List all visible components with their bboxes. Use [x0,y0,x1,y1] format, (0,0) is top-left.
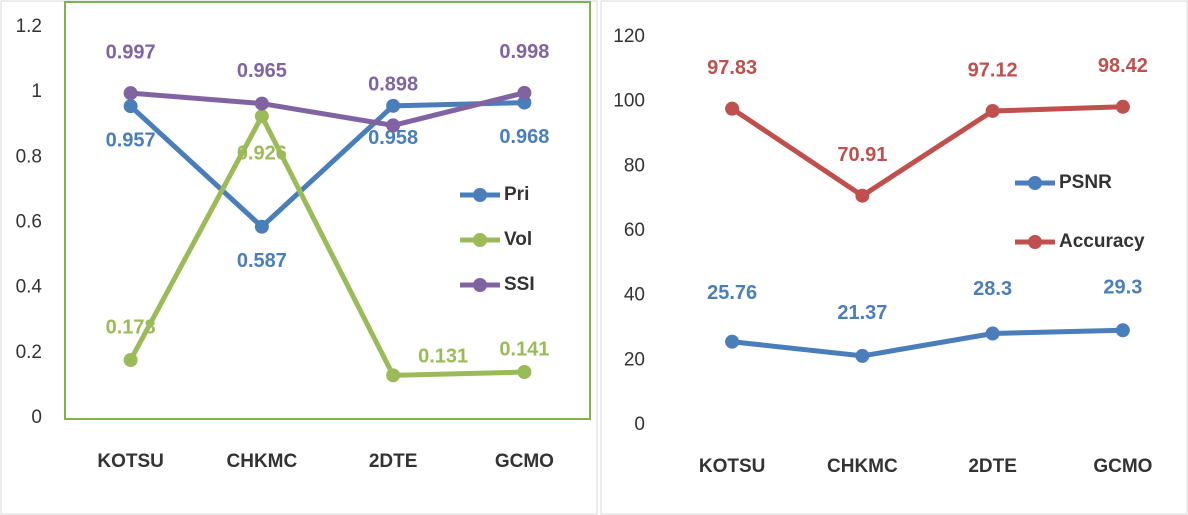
data-point [855,348,870,363]
y-tick-label: 60 [624,220,645,241]
data-label: 0.965 [237,60,287,82]
data-point [725,101,740,116]
legend-marker [473,188,487,202]
data-point [517,95,532,110]
y-tick-label: 40 [624,285,645,306]
series-line [130,90,525,128]
y-tick-label: 0.8 [16,146,42,167]
legend-marker [1028,235,1042,249]
y-tick-label: 0 [634,414,645,435]
y-tick-label: 0.4 [16,277,43,298]
y-tick-label: 20 [624,349,645,370]
data-point [517,365,532,380]
data-point [517,85,532,100]
data-point [725,334,740,349]
x-tick-label: GCMO [495,451,554,472]
y-tick-label: 120 [613,26,645,47]
data-label: 0.968 [499,126,549,148]
x-tick-label: CHKMC [227,451,298,472]
data-label: 0.926 [237,143,287,165]
data-point [386,368,401,383]
series-line [730,104,1123,199]
data-point [254,109,269,124]
legend-label: SSI [504,274,535,295]
legend-marker [1028,176,1042,190]
legend-label: Vol [504,229,532,250]
panel-frame [600,0,1188,515]
data-point [254,96,269,111]
data-point [855,188,870,203]
x-tick-label: 2DTE [968,456,1017,477]
data-label: 0.131 [418,346,468,368]
data-label: 0.178 [106,316,156,338]
data-label: 0.587 [237,250,287,272]
data-label: 0.141 [499,338,549,360]
y-tick-label: 80 [624,155,645,176]
legend-marker [473,233,487,247]
legend-marker [473,278,487,292]
y-tick-label: 0 [31,407,42,428]
data-point [123,353,138,368]
x-tick-label: GCMO [1093,456,1152,477]
data-point [985,103,1000,118]
x-tick-label: CHKMC [827,456,898,477]
data-label: 0.997 [106,41,156,63]
data-label: 98.42 [1098,55,1148,77]
y-tick-label: 1 [31,81,42,102]
data-label: 0.958 [368,127,418,149]
x-tick-label: KOTSU [699,456,766,477]
series-line [128,110,525,378]
data-point [1115,323,1130,338]
data-point [254,219,269,234]
plot-frame [64,1,591,420]
data-point [985,326,1000,341]
series-line [731,327,1123,359]
data-point [123,86,138,101]
data-label: 21.37 [837,302,887,324]
data-label: 0.898 [368,74,418,96]
data-label: 97.83 [707,57,757,79]
data-label: 29.3 [1103,277,1142,299]
y-tick-label: 0.2 [16,342,42,363]
data-point [123,99,138,114]
data-label: 0.957 [106,129,156,151]
legend-label: Accuracy [1059,231,1145,252]
data-point [1115,99,1130,114]
x-tick-label: KOTSU [97,451,164,472]
y-tick-label: 0.6 [16,212,42,233]
data-point [386,118,401,133]
data-point [386,98,401,113]
y-tick-label: 1.2 [16,16,42,37]
data-label: 70.91 [837,144,887,166]
data-label: 0.998 [499,41,549,63]
data-label: 97.12 [968,59,1018,81]
data-label: 25.76 [707,282,757,304]
data-label: 28.3 [973,278,1012,300]
x-tick-label: 2DTE [369,451,418,472]
y-tick-label: 100 [613,91,645,112]
series-line [128,100,525,231]
legend-label: PSNR [1059,172,1112,193]
legend-label: Pri [504,184,529,205]
panel-frame [0,0,598,515]
